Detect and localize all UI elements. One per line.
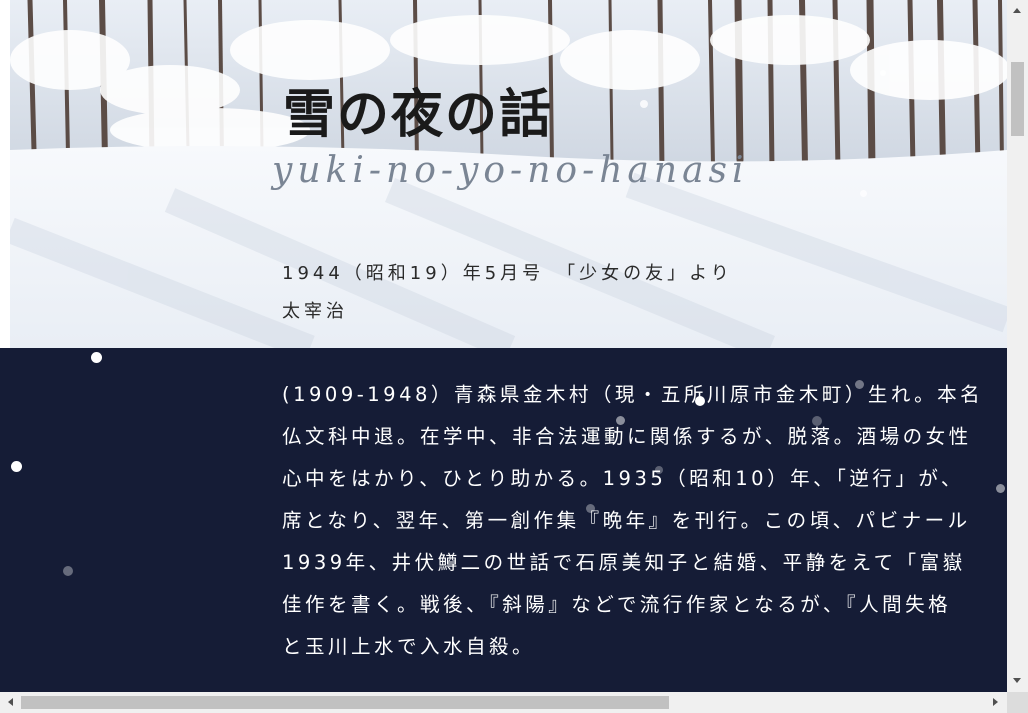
author-bio: (1909-1948）青森県金木村（現・五所川原市金木町）生れ。本名 仏文科中退… xyxy=(282,374,1007,668)
page-viewport: 雪の夜の話 yuki-no-yo-no-hanasi 1944（昭和19）年5月… xyxy=(0,0,1007,692)
title-romaji: yuki-no-yo-no-hanasi xyxy=(272,150,749,191)
scroll-left-arrow-icon[interactable] xyxy=(8,698,13,706)
snowflake xyxy=(812,416,822,426)
bio-line: 1939年、井伏鱒二の世話で石原美知子と結婚、平静をえて「富嶽 xyxy=(282,551,966,574)
snowflake xyxy=(996,484,1005,493)
left-margin xyxy=(0,0,10,348)
snowflake xyxy=(11,461,22,472)
snowflake xyxy=(655,466,663,474)
snowflake xyxy=(640,100,648,108)
scroll-right-arrow-icon[interactable] xyxy=(993,698,998,706)
horizontal-scrollbar[interactable] xyxy=(0,692,1007,713)
snowflake xyxy=(63,566,73,576)
author-name: 太宰治 xyxy=(282,301,348,322)
snowflake xyxy=(855,380,864,389)
bio-line: 席となり、翌年、第一創作集『晩年』を刊行。この頃、パビナール xyxy=(282,509,971,532)
snowflake xyxy=(860,190,867,197)
page-title: 雪の夜の話 xyxy=(283,84,554,145)
bio-line: 佳作を書く。戦後、『斜陽』などで流行作家となるが、『人間失格 xyxy=(282,593,952,616)
snowflake xyxy=(880,70,886,76)
scroll-down-arrow-icon[interactable] xyxy=(1013,678,1021,683)
bio-line: 仏文科中退。在学中、非合法運動に関係するが、脱落。酒場の女性 xyxy=(282,425,972,448)
vertical-scrollbar[interactable] xyxy=(1007,0,1028,692)
snowflake xyxy=(586,504,595,513)
horizontal-scroll-thumb[interactable] xyxy=(21,696,669,709)
bio-line: と玉川上水で入水自殺。 xyxy=(282,635,536,658)
snowflake xyxy=(91,352,102,363)
snowflake xyxy=(616,416,625,425)
bio-line: (1909-1948）青森県金木村（現・五所川原市金木町）生れ。本名 xyxy=(282,383,984,406)
source-info: 1944（昭和19）年5月号 「少女の友」より xyxy=(282,263,733,284)
bio-line: 心中をはかり、ひとり助かる。1935（昭和10）年、「逆行」が、 xyxy=(282,467,964,490)
snowflake xyxy=(695,396,705,406)
vertical-scroll-thumb[interactable] xyxy=(1011,62,1024,136)
scrollbar-corner xyxy=(1007,692,1028,713)
hero-banner: 雪の夜の話 yuki-no-yo-no-hanasi 1944（昭和19）年5月… xyxy=(10,0,1007,348)
scroll-up-arrow-icon[interactable] xyxy=(1013,8,1021,13)
snow-forest-image xyxy=(10,0,1007,348)
